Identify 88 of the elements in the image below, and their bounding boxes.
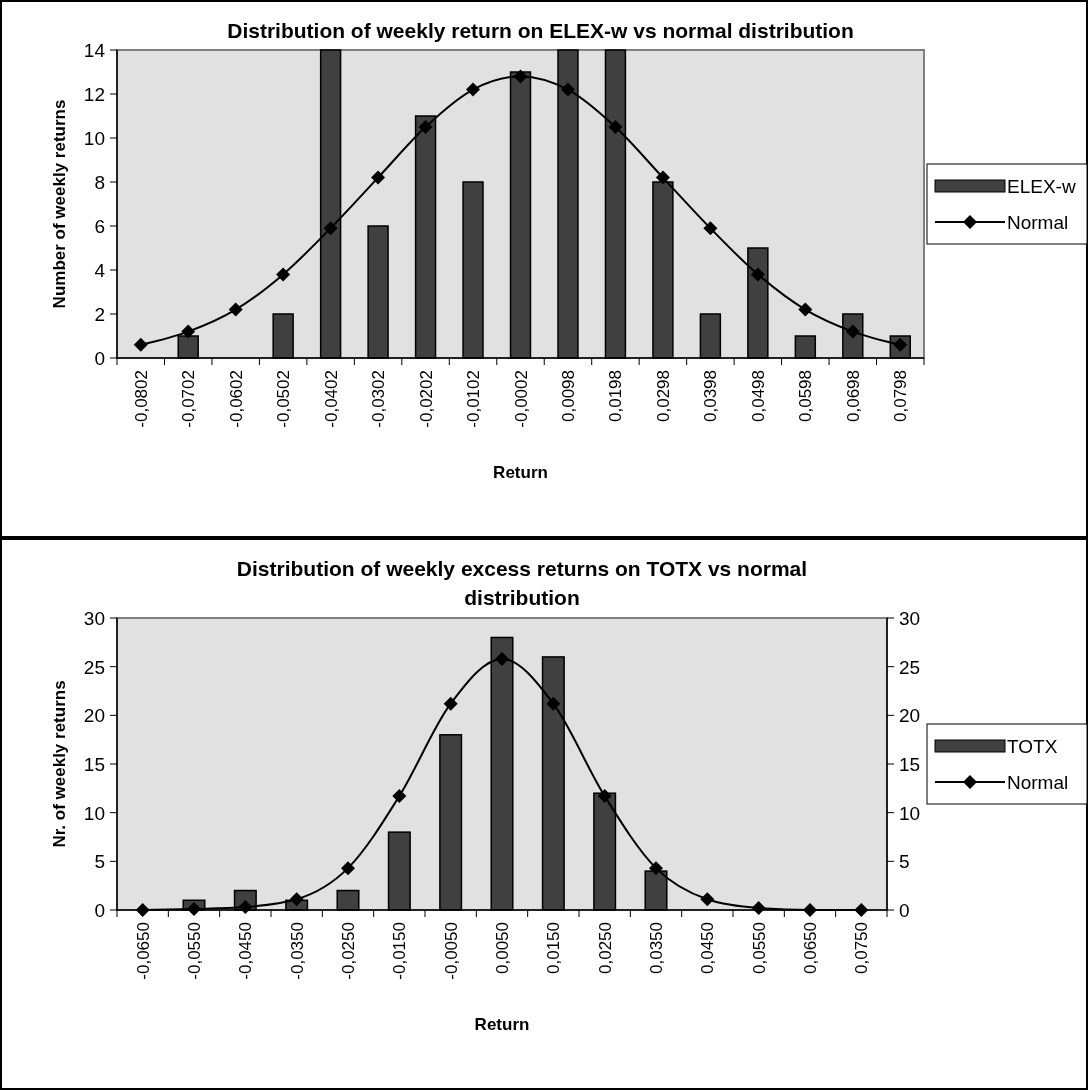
legend-label: Normal: [1007, 212, 1069, 233]
y2-tick-label: 0: [899, 900, 910, 921]
x-tick-label: -0,0702: [179, 370, 199, 428]
x-tick-label: -0,0250: [339, 922, 358, 980]
x-tick-label: 0,0550: [749, 922, 769, 974]
x-axis-title: Return: [493, 463, 548, 482]
x-tick-label: -0,0502: [274, 370, 294, 428]
x-axis-title: Return: [474, 1015, 530, 1034]
x-tick-label: -0,0450: [236, 922, 256, 980]
x-tick-label: -0,0802: [131, 370, 151, 428]
point: [597, 789, 612, 804]
y-tick-label: 8: [94, 172, 105, 193]
y-tick-label: 15: [83, 754, 105, 775]
x-tick-label: 0,0650: [801, 922, 820, 974]
y2-tick-label: 15: [899, 754, 921, 775]
x-tick-label: 0,0798: [891, 370, 911, 422]
x-tick-label: -0,0150: [390, 922, 410, 980]
x-tick-label: 0,0450: [698, 922, 718, 974]
x-tick-label: -0,0550: [185, 922, 204, 980]
x-tick-label: -0,0602: [226, 370, 246, 428]
point: [392, 789, 407, 804]
point: [700, 892, 715, 907]
y-tick-label: 0: [94, 900, 105, 921]
point: [341, 861, 355, 876]
point: [649, 861, 663, 876]
y-axis-title: Number of weekly returns: [50, 99, 69, 309]
x-tick-label: -0,0002: [511, 370, 531, 428]
y-tick-label: 6: [94, 216, 105, 237]
point: [289, 892, 304, 907]
x-tick-label: 0,0498: [748, 370, 768, 422]
y-tick-label: 25: [83, 656, 105, 678]
point: [133, 337, 148, 352]
y-tick-label: 20: [83, 705, 105, 727]
y2-tick-label: 20: [899, 705, 921, 727]
legend-label: TOTX: [1007, 736, 1058, 757]
point: [513, 69, 528, 84]
x-tick-label: 0,0098: [558, 370, 578, 422]
point: [560, 82, 575, 97]
x-tick-label: 0,0050: [493, 922, 512, 974]
y-tick-label: 10: [83, 802, 105, 824]
point: [228, 302, 243, 317]
x-tick-label: 0,0598: [796, 370, 816, 422]
x-tick-label: 0,0250: [595, 922, 615, 974]
y-tick-label: 5: [94, 851, 105, 873]
y-tick-label: 2: [94, 304, 105, 325]
legend-label: Normal: [1007, 772, 1069, 793]
x-tick-label: 0,0750: [852, 922, 872, 974]
point: [608, 120, 623, 134]
y2-tick-label: 10: [899, 802, 921, 824]
point: [495, 651, 509, 666]
point: [546, 696, 561, 711]
y-axis-title: Nr. of weekly returns: [50, 680, 69, 848]
y2-tick-label: 30: [899, 608, 921, 629]
point: [443, 696, 458, 711]
point: [466, 82, 481, 97]
x-tick-label: -0,0350: [287, 922, 307, 980]
chart-title: Distribution of weekly excess returns on TOTX vs normal distribution: [236, 557, 808, 609]
x-tick-label: 0,0298: [653, 370, 673, 422]
y-tick-label: 0: [94, 348, 105, 369]
x-tick-label: 0,0150: [544, 922, 564, 974]
point: [181, 324, 196, 339]
point: [655, 170, 670, 185]
x-tick-label: -0,0402: [321, 370, 341, 428]
y-tick-label: 30: [83, 608, 105, 629]
x-tick-label: 0,0698: [843, 370, 863, 422]
x-tick-label: 0,0350: [647, 922, 666, 974]
x-tick-label: -0,0102: [464, 370, 484, 428]
point: [371, 170, 386, 185]
y2-tick-label: 5: [899, 851, 910, 873]
x-tick-label: -0,0050: [441, 922, 461, 980]
point: [703, 221, 718, 236]
x-tick-label: 0,0198: [606, 370, 626, 422]
y2-tick-label: 25: [899, 656, 921, 678]
x-tick-label: -0,0650: [133, 922, 153, 980]
x-tick-label: -0,0302: [369, 370, 389, 428]
point: [323, 221, 338, 236]
x-tick-label: -0,0202: [416, 370, 436, 428]
y-tick-label: 12: [83, 84, 105, 105]
y-tick-label: 14: [83, 40, 106, 61]
point: [276, 267, 291, 282]
point: [798, 302, 813, 317]
point: [418, 120, 433, 134]
chart-title: Distribution of weekly return on ELEX-w vs normal distribution: [227, 19, 854, 42]
legend-label: ELEX-w: [1007, 176, 1076, 197]
y-tick-label: 4: [94, 260, 106, 281]
point: [750, 267, 765, 282]
x-tick-label: 0,0398: [701, 370, 721, 422]
y-tick-label: 10: [83, 128, 105, 149]
